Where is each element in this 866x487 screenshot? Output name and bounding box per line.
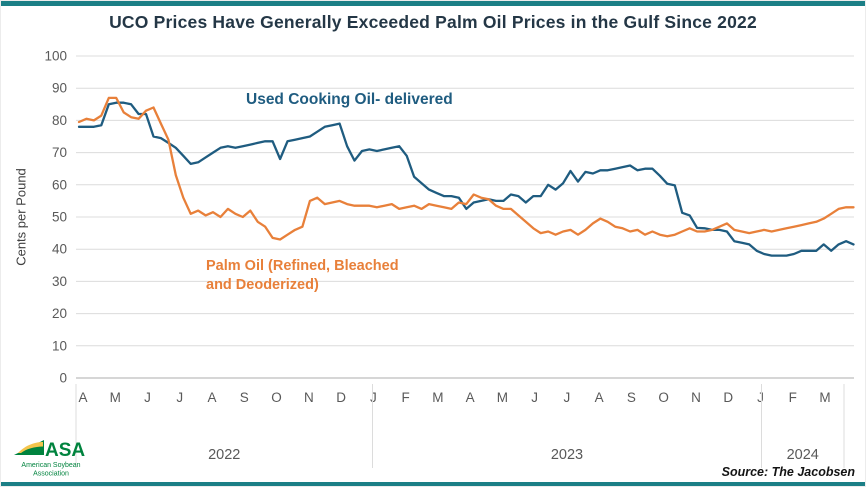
y-tick-label: 10 — [52, 338, 67, 353]
asa-logo-name-line1: American Soybean — [21, 462, 80, 469]
x-month-label: J — [531, 390, 538, 405]
y-axis-title: Cents per Pound — [13, 168, 29, 266]
asa-logo-swoosh-icon — [18, 442, 43, 453]
y-tick-label: 80 — [52, 113, 67, 128]
asa-logo: ASA American Soybean Association — [14, 440, 85, 478]
x-month-label: M — [432, 390, 443, 405]
palm-series-label: Palm Oil (Refined, Bleached and Deoderiz… — [206, 257, 399, 295]
x-month-label: M — [110, 390, 121, 405]
y-tick-label: 20 — [52, 306, 67, 321]
x-year-label: 2024 — [787, 447, 819, 463]
y-tick-label: 100 — [44, 49, 67, 64]
x-month-label: J — [757, 390, 764, 405]
x-month-label: M — [497, 390, 508, 405]
x-month-label: J — [564, 390, 571, 405]
x-month-label: N — [691, 390, 701, 405]
asa-logo-acronym: ASA — [45, 440, 85, 461]
x-month-label: A — [208, 390, 217, 405]
x-month-label: F — [401, 390, 409, 405]
x-month-label: J — [370, 390, 377, 405]
x-year-label: 2022 — [208, 447, 240, 463]
x-month-label: A — [466, 390, 475, 405]
y-tick-label: 30 — [52, 274, 67, 289]
y-tick-label: 0 — [59, 371, 67, 386]
x-month-label: A — [78, 390, 87, 405]
x-month-label: O — [271, 390, 282, 405]
asa-logo-name-line2: Association — [33, 471, 69, 478]
y-tick-label: 60 — [52, 177, 67, 192]
x-year-label: 2023 — [551, 447, 583, 463]
x-month-label: O — [658, 390, 669, 405]
x-month-label: N — [304, 390, 314, 405]
chart-title: UCO Prices Have Generally Exceeded Palm … — [109, 12, 757, 32]
bottom-border-bar — [1, 482, 865, 486]
y-tick-label: 50 — [52, 210, 67, 225]
x-month-label: D — [336, 390, 346, 405]
x-month-label: A — [595, 390, 604, 405]
y-tick-label: 70 — [52, 145, 67, 160]
uco-series-label: Used Cooking Oil- delivered — [246, 91, 453, 108]
x-month-label: F — [789, 390, 797, 405]
x-month-label: S — [240, 390, 249, 405]
y-tick-label: 40 — [52, 242, 67, 257]
y-tick-label: 90 — [52, 81, 67, 96]
uco-price-line — [77, 101, 855, 257]
palm-series-label-line1: Palm Oil (Refined, Bleached — [206, 258, 399, 274]
palm-price-line — [77, 96, 855, 241]
x-month-label: J — [176, 390, 183, 405]
top-border-bar — [1, 1, 865, 6]
x-month-label: D — [723, 390, 733, 405]
source-credit: Source: The Jacobsen — [721, 465, 855, 479]
palm-series-label-line2: and Deoderized) — [206, 277, 319, 293]
x-month-label: M — [819, 390, 830, 405]
x-month-label: S — [627, 390, 636, 405]
x-month-label: J — [144, 390, 151, 405]
